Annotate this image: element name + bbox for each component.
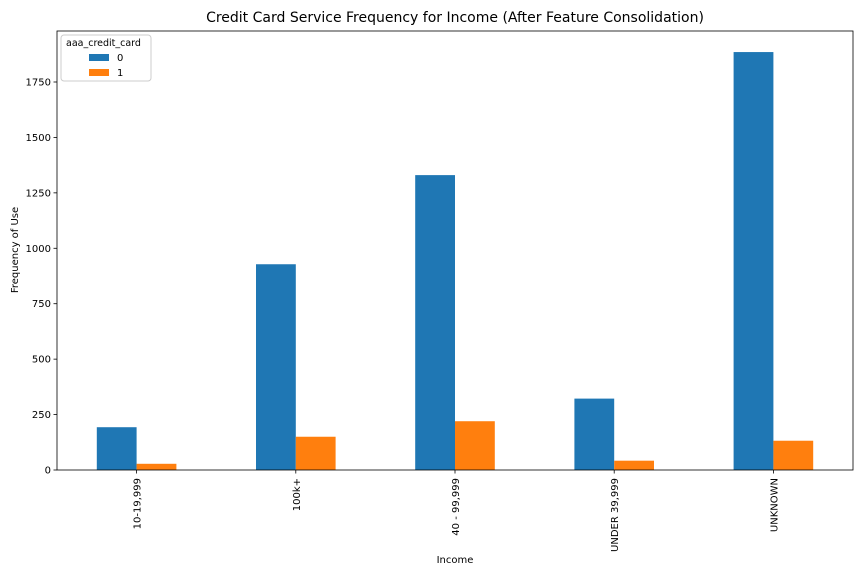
bar-unknown-series-0	[733, 52, 774, 470]
legend-title: aaa_credit_card	[66, 38, 141, 49]
x-tick-label: 10-19,999	[133, 478, 144, 529]
bar-100k--series-1	[295, 436, 336, 470]
y-tick-label: 1000	[26, 244, 51, 255]
y-tick-label: 250	[32, 410, 51, 421]
x-tick-label: UNKNOWN	[769, 478, 780, 532]
bar-10-19-999-series-0	[96, 427, 137, 470]
y-tick-label: 1250	[26, 188, 51, 199]
bar-100k--series-0	[256, 264, 296, 470]
chart-title: Credit Card Service Frequency for Income…	[206, 10, 704, 26]
legend-swatch-0	[89, 54, 109, 61]
plot-area: 0 250 500 750 1000 1250 1500 1750 10-19,999 100k+…	[26, 30, 854, 552]
y-tick-label: 0	[45, 466, 51, 477]
bar-40-99-999-series-1	[455, 421, 495, 470]
legend-label-1: 1	[117, 68, 123, 79]
y-tick-label: 1500	[26, 133, 51, 144]
y-axis-label: Frequency of Use	[10, 207, 21, 293]
x-tick-label: 100k+	[292, 478, 303, 511]
x-axis-label: Income	[437, 555, 474, 566]
bar-under-39-999-series-0	[574, 398, 615, 470]
legend-label-0: 0	[117, 53, 123, 64]
legend: aaa_credit_card 0 1	[60, 34, 152, 82]
x-tick-label: 40 - 99,999	[451, 478, 462, 536]
bar-10-19-999-series-1	[136, 463, 177, 470]
bar-under-39-999-series-1	[614, 460, 654, 470]
x-tick-label: UNDER 39,999	[610, 478, 621, 552]
y-tick-label: 750	[32, 299, 51, 310]
bar-unknown-series-1	[773, 440, 814, 470]
y-tick-label: 1750	[26, 77, 51, 88]
legend-swatch-1	[89, 69, 109, 76]
bar-40-99-999-series-0	[415, 175, 455, 471]
y-tick-label: 500	[32, 355, 51, 366]
